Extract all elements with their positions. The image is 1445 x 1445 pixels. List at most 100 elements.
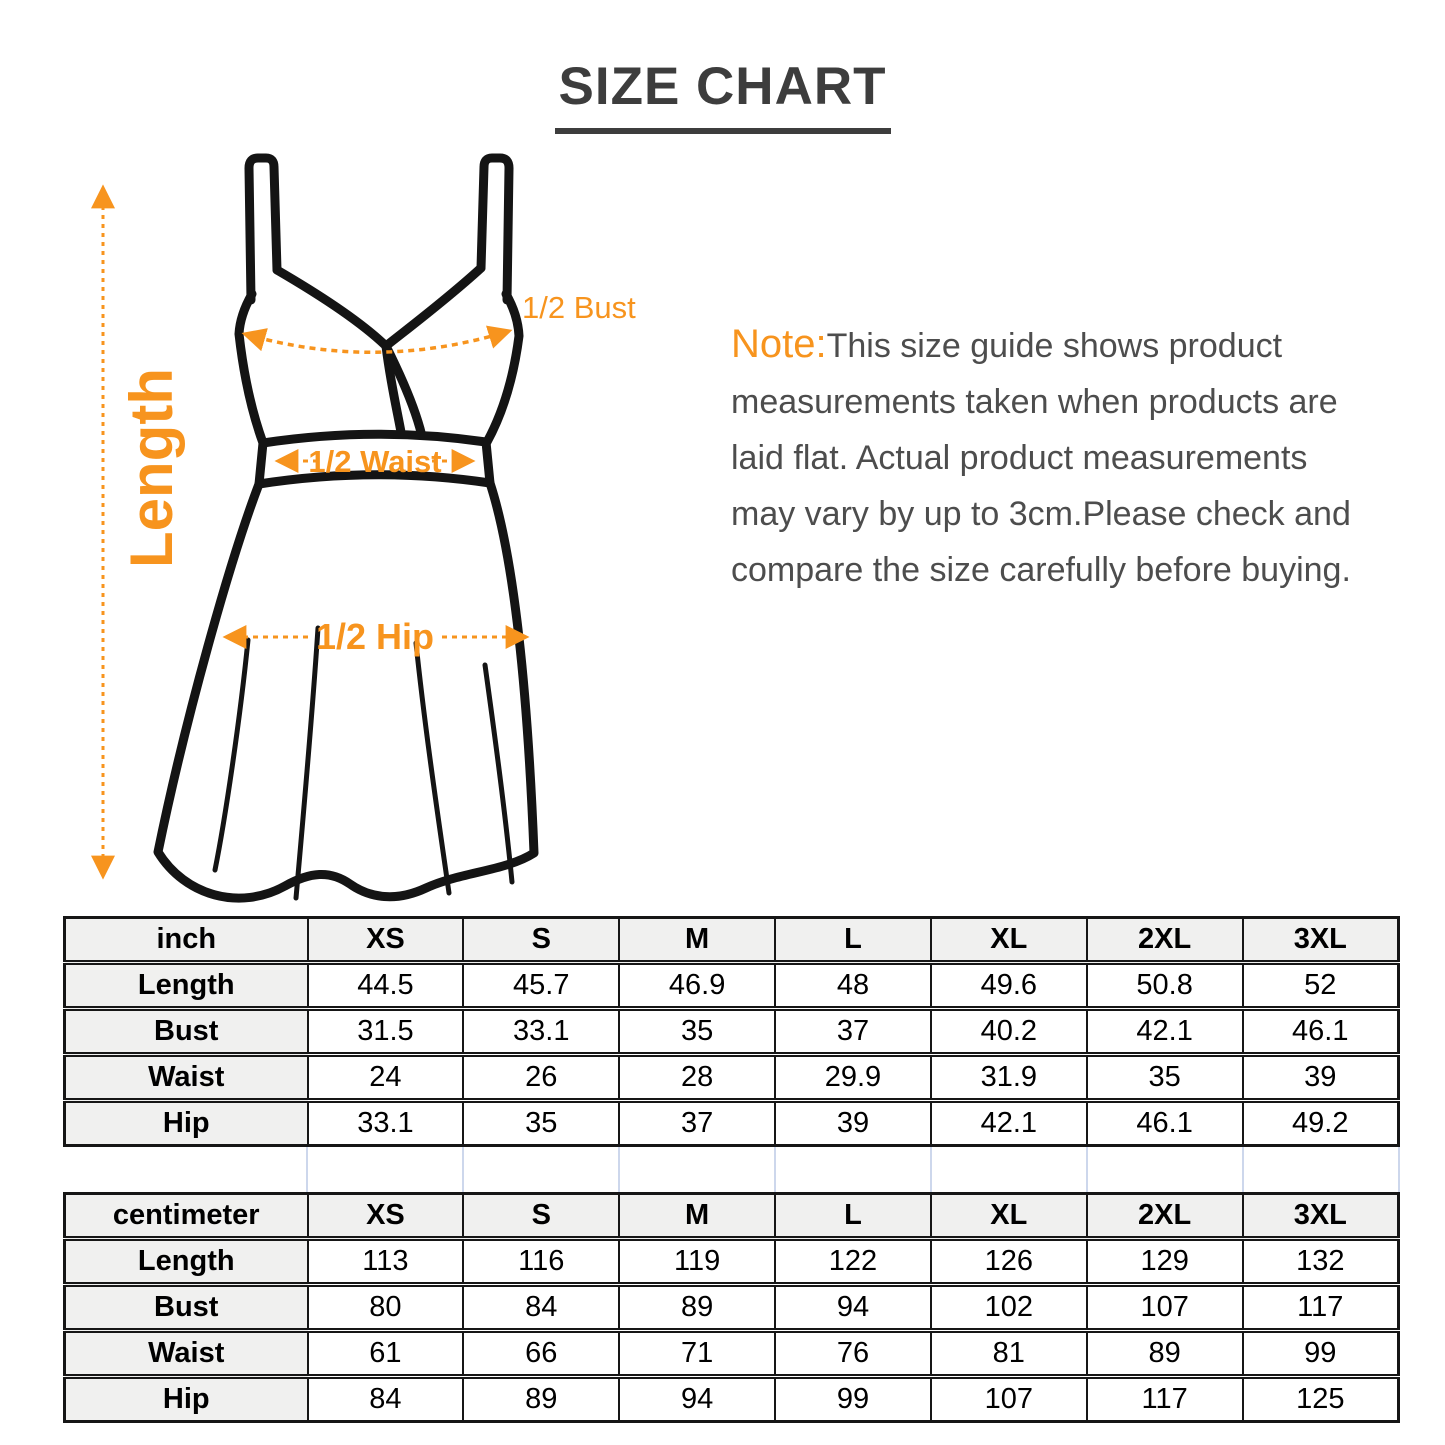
value-cell: 117 xyxy=(1085,1376,1243,1422)
size-header-cell: L xyxy=(774,917,931,965)
bust-arrow xyxy=(241,325,513,355)
dress-pleat-line xyxy=(293,625,321,901)
value-cell: 35 xyxy=(1085,1054,1243,1103)
dress-pleat-line xyxy=(482,662,515,885)
table-row: Waist 61 66 71 76 81 89 99 xyxy=(64,1330,1399,1379)
length-label: Length xyxy=(118,368,185,568)
table-row: Hip 84 89 94 99 107 117 125 xyxy=(64,1376,1399,1422)
value-cell: 46.1 xyxy=(1241,1008,1399,1057)
table-row: Waist 24 26 28 29.9 31.9 35 39 xyxy=(64,1054,1399,1103)
value-cell: 89 xyxy=(1085,1330,1243,1379)
size-table-inch: inch XS S M L XL 2XL 3XL Length 44.5 45.… xyxy=(63,916,1400,1147)
value-cell: 80 xyxy=(306,1284,464,1333)
value-cell: 35 xyxy=(618,1008,776,1057)
table-header-row: centimeter XS S M L XL 2XL 3XL xyxy=(64,1193,1399,1241)
note-text: This size guide shows product measuremen… xyxy=(731,327,1351,589)
measurement-annotations xyxy=(91,184,530,880)
size-header-cell: 3XL xyxy=(1241,917,1399,965)
table-row: Length 113 116 119 122 126 129 132 xyxy=(64,1238,1399,1287)
size-header-cell: S xyxy=(462,917,620,965)
size-header-cell: M xyxy=(618,1193,776,1241)
value-cell: 35 xyxy=(462,1100,620,1146)
size-header-cell: 2XL xyxy=(1085,1193,1243,1241)
value-cell: 46.9 xyxy=(618,962,776,1011)
hip-label: 1/2 Hip xyxy=(316,616,434,657)
dress-skirt xyxy=(153,478,539,903)
value-cell: 94 xyxy=(774,1284,931,1333)
value-cell: 37 xyxy=(618,1100,776,1146)
table-row: Bust 80 84 89 94 102 107 117 xyxy=(64,1284,1399,1333)
page-title-wrap: SIZE CHART xyxy=(0,56,1445,134)
value-cell: 31.9 xyxy=(929,1054,1087,1103)
value-cell: 49.2 xyxy=(1241,1100,1399,1146)
dress-right-side xyxy=(482,289,524,447)
value-cell: 126 xyxy=(929,1238,1087,1287)
value-cell: 129 xyxy=(1085,1238,1243,1287)
row-label-cell: Waist xyxy=(64,1054,308,1103)
row-label-cell: Hip xyxy=(64,1376,308,1422)
value-cell: 84 xyxy=(462,1284,620,1333)
row-label-cell: Length xyxy=(64,1238,308,1287)
value-cell: 119 xyxy=(618,1238,776,1287)
dress-pleat-line xyxy=(212,637,251,873)
value-cell: 107 xyxy=(1085,1284,1243,1333)
size-table-centimeter: centimeter XS S M L XL 2XL 3XL Length 11… xyxy=(63,1192,1400,1423)
value-cell: 42.1 xyxy=(929,1100,1087,1146)
value-cell: 31.5 xyxy=(306,1008,464,1057)
value-cell: 26 xyxy=(462,1054,620,1103)
note-label: Note: xyxy=(731,322,827,366)
table-row: Length 44.5 45.7 46.9 48 49.6 50.8 52 xyxy=(64,962,1399,1011)
dress-outline-drawing xyxy=(153,153,539,903)
value-cell: 94 xyxy=(618,1376,776,1422)
value-cell: 52 xyxy=(1241,962,1399,1011)
value-cell: 46.1 xyxy=(1085,1100,1243,1146)
value-cell: 61 xyxy=(306,1330,464,1379)
unit-header-cell: centimeter xyxy=(64,1193,308,1241)
value-cell: 39 xyxy=(774,1100,931,1146)
value-cell: 117 xyxy=(1241,1284,1399,1333)
waist-label: 1/2 Waist xyxy=(308,444,441,479)
size-header-cell: XS xyxy=(306,917,464,965)
unit-header-cell: inch xyxy=(64,917,308,965)
value-cell: 66 xyxy=(462,1330,620,1379)
value-cell: 48 xyxy=(774,962,931,1011)
value-cell: 39 xyxy=(1241,1054,1399,1103)
value-cell: 44.5 xyxy=(306,962,464,1011)
dress-left-side xyxy=(234,289,268,448)
value-cell: 50.8 xyxy=(1085,962,1243,1011)
value-cell: 116 xyxy=(462,1238,620,1287)
table-header-row: inch XS S M L XL 2XL 3XL xyxy=(64,917,1399,965)
value-cell: 37 xyxy=(774,1008,931,1057)
row-label-cell: Waist xyxy=(64,1330,308,1379)
value-cell: 76 xyxy=(774,1330,931,1379)
value-cell: 33.1 xyxy=(306,1100,464,1146)
value-cell: 99 xyxy=(1241,1330,1399,1379)
value-cell: 89 xyxy=(462,1376,620,1422)
size-header-cell: L xyxy=(774,1193,931,1241)
value-cell: 125 xyxy=(1241,1376,1399,1422)
bust-label: 1/2 Bust xyxy=(522,290,636,325)
size-header-cell: XS xyxy=(306,1193,464,1241)
dress-left-strap xyxy=(244,153,282,305)
value-cell: 28 xyxy=(618,1054,776,1103)
value-cell: 132 xyxy=(1241,1238,1399,1287)
size-header-cell: XL xyxy=(929,1193,1087,1241)
value-cell: 113 xyxy=(306,1238,464,1287)
row-label-cell: Hip xyxy=(64,1100,308,1146)
value-cell: 29.9 xyxy=(774,1054,931,1103)
size-header-cell: 2XL xyxy=(1085,917,1243,965)
row-label-cell: Bust xyxy=(64,1008,308,1057)
value-cell: 84 xyxy=(306,1376,464,1422)
size-header-cell: 3XL xyxy=(1241,1193,1399,1241)
size-header-cell: M xyxy=(618,917,776,965)
value-cell: 89 xyxy=(618,1284,776,1333)
value-cell: 122 xyxy=(774,1238,931,1287)
size-tables: inch XS S M L XL 2XL 3XL Length 44.5 45.… xyxy=(63,916,1400,1423)
value-cell: 99 xyxy=(774,1376,931,1422)
note-paragraph: Note:This size guide shows product measu… xyxy=(731,316,1371,598)
table-gap-row xyxy=(306,1147,1400,1192)
value-cell: 107 xyxy=(929,1376,1087,1422)
value-cell: 81 xyxy=(929,1330,1087,1379)
